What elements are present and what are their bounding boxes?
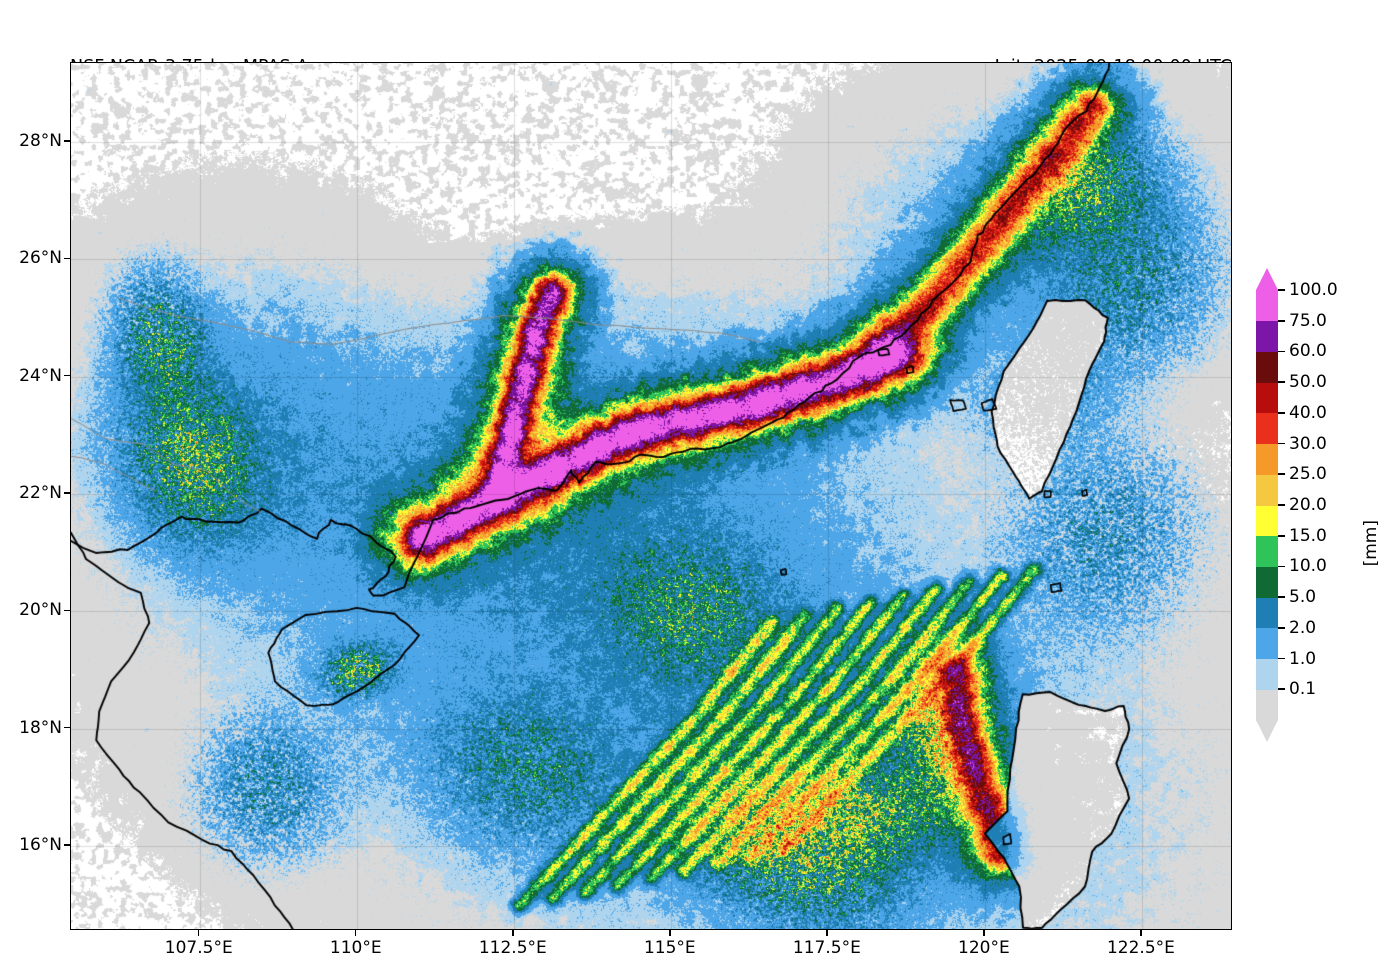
colorbar-segment-75.0 [1256,320,1278,353]
colorbar-segment-5.0 [1256,597,1278,629]
y-tick-mark [64,844,70,846]
y-tick-mark [64,257,70,260]
y-tick-label-26: 26°N [19,248,62,269]
x-tick-mark [512,930,514,936]
y-tick-label-24: 24°N [19,365,62,386]
x-tick-label-122.5: 122.5°E [1106,938,1175,958]
colorbar-tick [1278,350,1285,353]
colorbar-tick [1278,627,1285,629]
colorbar-label-1.0: 1.0 [1289,648,1317,669]
colorbar-label-60.0: 60.0 [1289,341,1327,362]
colorbar-tick [1278,504,1285,506]
colorbar-tick [1278,473,1285,476]
y-tick-mark [64,609,70,612]
colorbar-label-20.0: 20.0 [1289,495,1327,515]
x-tick-mark [826,930,828,936]
colorbar-unit-label: [mm] [1361,520,1378,567]
colorbar-segment-10.0 [1256,566,1278,598]
colorbar-label-5.0: 5.0 [1289,587,1317,608]
colorbar-label-2.0: 2.0 [1289,617,1317,638]
colorbar-tick [1278,289,1285,291]
colorbar-segment-30.0 [1256,443,1278,475]
colorbar-segment-25.0 [1256,474,1278,506]
y-tick-mark [64,375,70,377]
colorbar-segment-60.0 [1256,351,1278,383]
colorbar-tick [1278,319,1285,322]
colorbar-segment-40.0 [1256,412,1278,445]
colorbar-segment-1.0 [1256,658,1278,690]
y-tick-mark [64,492,70,494]
colorbar-label-40.0: 40.0 [1289,402,1327,423]
x-tick-mark [355,930,357,936]
x-tick-label-117.5: 117.5°E [792,938,861,958]
colorbar-tick [1278,596,1285,598]
x-tick-mark [1140,930,1142,936]
colorbar-segment-2.0 [1256,627,1278,660]
y-tick-label-20: 20°N [19,600,62,621]
colorbar-label-50.0: 50.0 [1289,372,1327,393]
map-plot-area [70,62,1232,930]
y-tick-label-18: 18°N [19,717,62,738]
colorbar-label-30.0: 30.0 [1289,433,1327,454]
colorbar-label-100.0: 100.0 [1289,280,1338,300]
colorbar-over-arrow [1256,268,1278,290]
colorbar-tick [1278,688,1285,691]
x-tick-label-110: 110°E [329,938,382,958]
x-tick-label-107.5: 107.5°E [164,938,233,958]
precipitation-heatmap-canvas [71,63,1231,929]
colorbar-gradient [1256,290,1278,721]
colorbar-label-15.0: 15.0 [1289,525,1327,546]
x-tick-label-120: 120°E [958,938,1010,958]
colorbar-segment-100.0 [1256,290,1278,322]
x-tick-label-112.5: 112.5°E [478,938,547,958]
x-tick-mark [198,930,200,936]
colorbar-segment-50.0 [1256,382,1278,414]
y-tick-label-28: 28°N [19,131,62,152]
colorbar-segment-20.0 [1256,505,1278,537]
y-tick-label-22: 22°N [19,483,62,504]
y-tick-mark [64,726,70,729]
colorbar-tick [1278,534,1285,537]
colorbar-label-10.0: 10.0 [1289,556,1327,577]
colorbar-label-0.1: 0.1 [1289,679,1317,700]
colorbar-under-arrow [1256,720,1278,742]
colorbar-segment-0.1 [1256,689,1278,721]
colorbar-segment-15.0 [1256,535,1278,568]
colorbar-label-25.0: 25.0 [1289,464,1327,485]
colorbar-tick [1278,657,1285,660]
colorbar-tick [1278,565,1285,568]
colorbar-tick [1278,381,1285,383]
colorbar-tick [1278,412,1285,414]
y-tick-label-16: 16°N [19,834,62,855]
colorbar-tick [1278,442,1285,445]
x-tick-mark [669,930,671,936]
x-tick-label-115: 115°E [643,938,696,958]
y-tick-mark [64,140,70,142]
colorbar-label-75.0: 75.0 [1289,310,1327,331]
x-tick-mark [983,930,985,936]
